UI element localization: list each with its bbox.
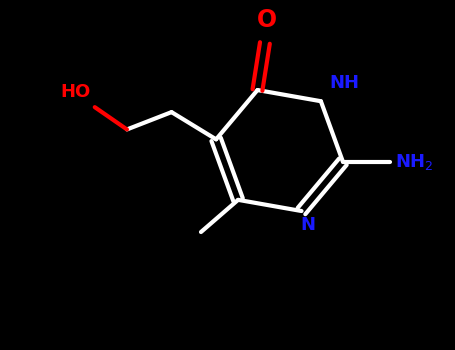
Text: NH: NH [330,74,360,92]
Text: NH$_2$: NH$_2$ [395,152,434,172]
Text: O: O [258,8,278,32]
Text: N: N [300,216,315,234]
Text: HO: HO [61,83,91,101]
